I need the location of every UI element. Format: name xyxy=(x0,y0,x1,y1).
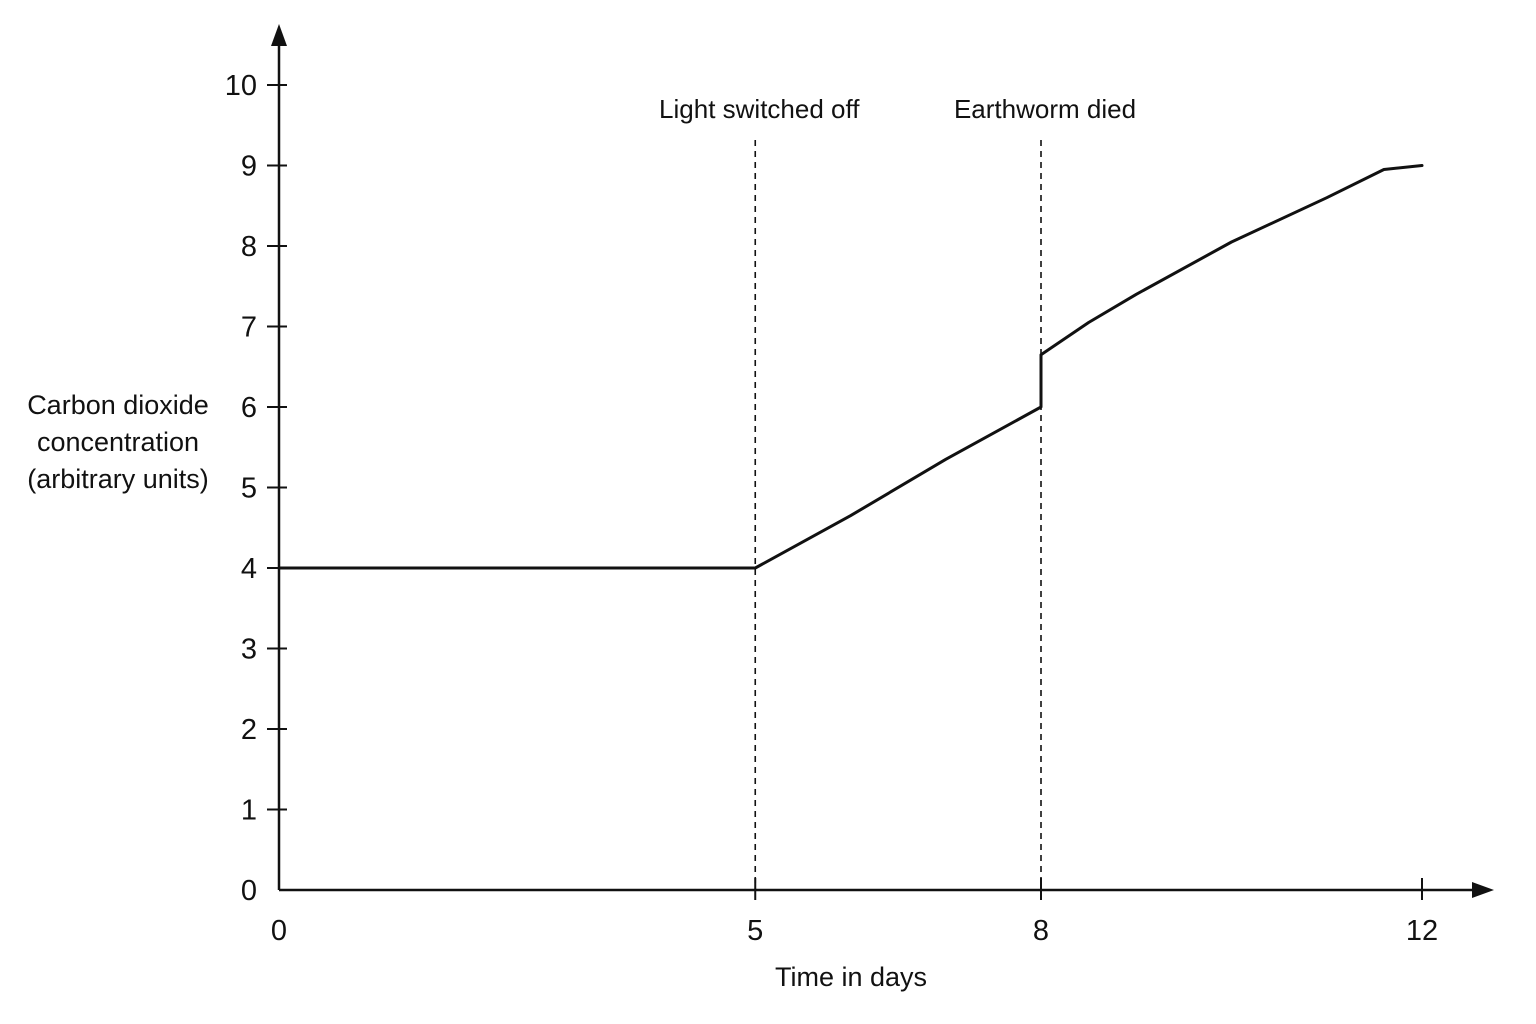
x-tick-label: 0 xyxy=(271,915,287,947)
y-tick-label: 7 xyxy=(241,312,257,344)
y-tick-label: 8 xyxy=(241,231,257,263)
y-tick-label: 5 xyxy=(241,473,257,505)
annotation-label: Earthworm died xyxy=(954,94,1136,124)
y-tick-label: 10 xyxy=(225,70,257,102)
y-axis-title-line: Carbon dioxide xyxy=(27,390,209,420)
y-tick-label: 3 xyxy=(241,634,257,666)
series-line xyxy=(277,164,1424,570)
series xyxy=(277,164,1424,570)
y-tick-label: 2 xyxy=(241,714,257,746)
y-axis-title-line: concentration xyxy=(37,427,199,457)
y-tick-label: 4 xyxy=(241,553,257,585)
x-axis-arrow xyxy=(1472,882,1494,898)
axes xyxy=(271,24,1494,898)
y-tick-label: 1 xyxy=(241,795,257,827)
annotation-label: Light switched off xyxy=(659,94,860,124)
x-tick-label: 12 xyxy=(1406,915,1438,947)
x-axis-title: Time in days xyxy=(775,962,927,992)
y-tick-label: 6 xyxy=(241,392,257,424)
annotations: Light switched off Earthworm died xyxy=(659,94,1136,890)
y-axis-title: Carbon dioxide concentration (arbitrary un… xyxy=(27,390,209,494)
y-tick-label: 0 xyxy=(241,875,257,907)
y-axis-title-line: (arbitrary units) xyxy=(27,464,209,494)
y-tick-label: 9 xyxy=(241,151,257,183)
x-tick-label: 8 xyxy=(1033,915,1049,947)
x-tick-label: 5 xyxy=(747,915,763,947)
y-axis-arrow xyxy=(271,24,287,46)
